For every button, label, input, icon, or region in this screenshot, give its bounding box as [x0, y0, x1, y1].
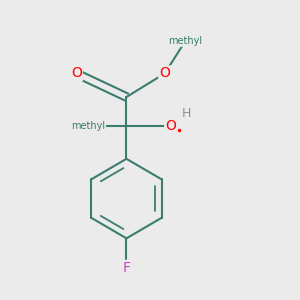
Text: H: H [182, 107, 191, 120]
Text: methyl: methyl [71, 122, 105, 131]
Text: O: O [165, 119, 176, 134]
Text: F: F [122, 261, 130, 275]
Text: O: O [159, 66, 170, 80]
Text: methyl: methyl [168, 36, 202, 46]
Text: O: O [71, 66, 82, 80]
